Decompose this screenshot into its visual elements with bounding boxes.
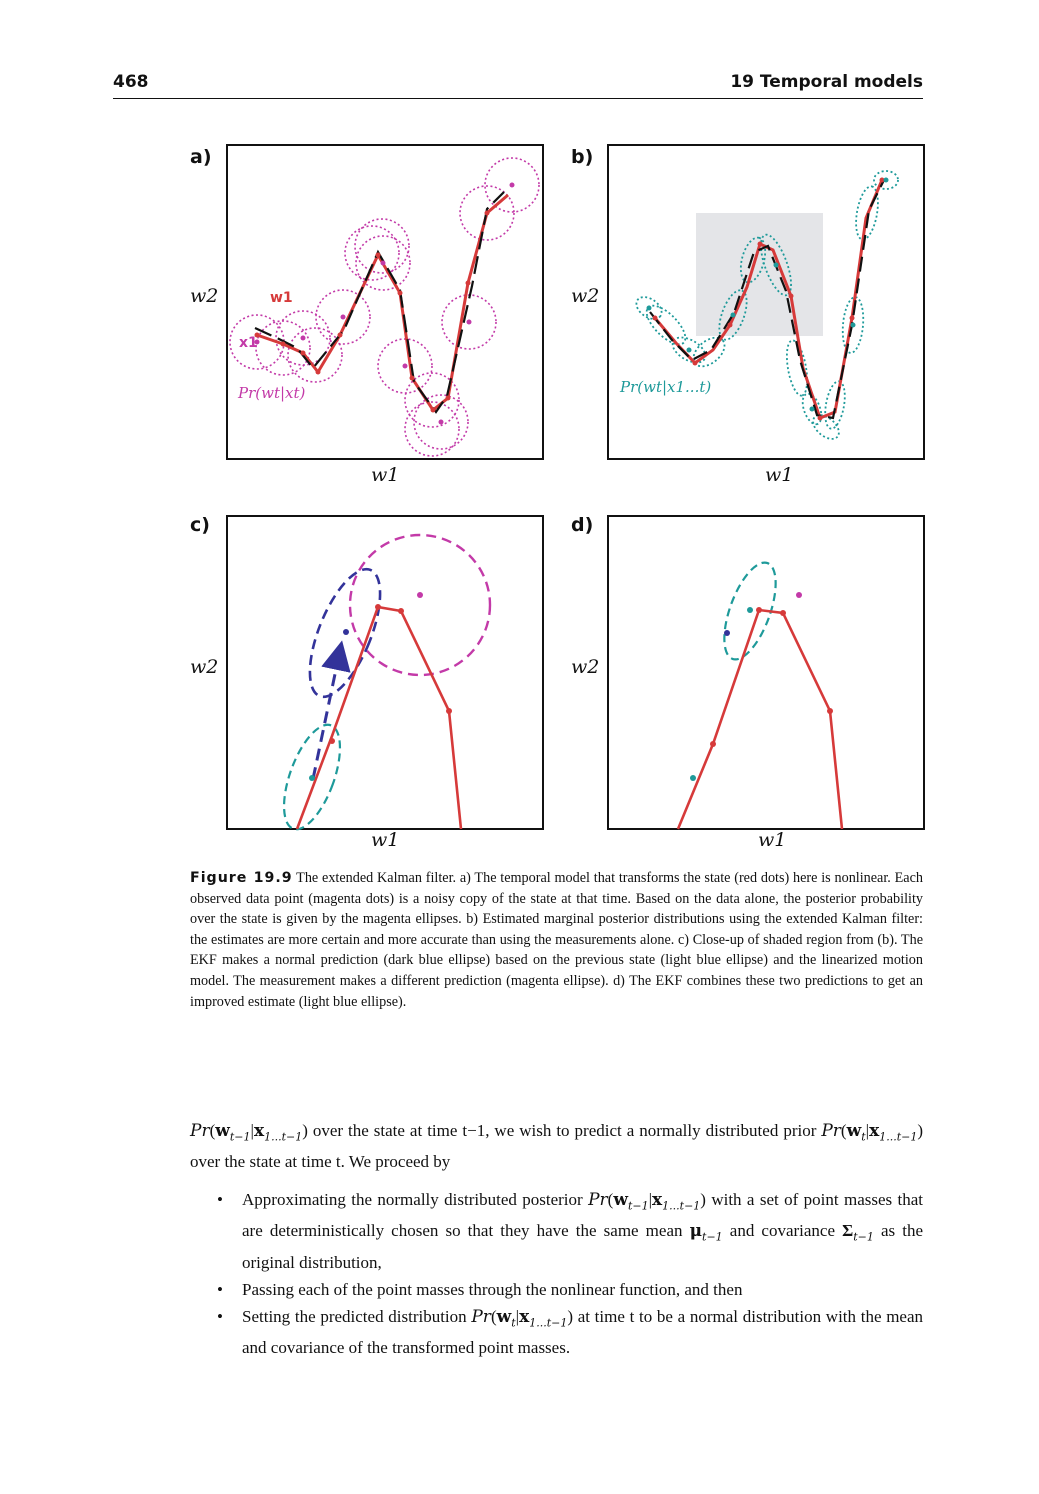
para-1b-text: prior	[783, 1121, 817, 1140]
math-w: w	[215, 1121, 230, 1141]
bullet-3b: at time t to be a normal distribution wi…	[242, 1306, 924, 1358]
panel-b-letter: b)	[571, 146, 594, 168]
caption-text: The extended Kalman filter. a) The tempo…	[190, 870, 923, 1010]
para-1c-text: over the state at time t. We proceed by	[190, 1152, 451, 1172]
para-1-text: over the state at time t−1, we wish to p…	[312, 1121, 779, 1140]
bullet-1b: with a set of point masses that are dete…	[242, 1190, 924, 1241]
panel-c-ylabel-text: w2	[190, 656, 219, 678]
panel-c-xlabel-text: w1	[371, 829, 400, 851]
annotation-w1: w1	[270, 290, 293, 306]
panel-d-xlabel: w1	[758, 829, 786, 851]
figure-caption: Figure 19.9 The extended Kalman filter. …	[190, 868, 923, 1012]
math-pr-prev-posterior: Pr	[190, 1121, 210, 1141]
running-head: 468 19 Temporal models	[113, 70, 923, 99]
panel-c-ylabel: w2	[190, 656, 218, 678]
panel-b-xlabel: w1	[765, 464, 793, 486]
panel-b-ylabel: w2	[571, 285, 599, 307]
panel-a-plot	[226, 144, 544, 460]
panel-b-plot	[607, 144, 925, 460]
panel-a-ylabel-text: w2	[190, 285, 219, 307]
caption-label: Figure 19.9	[190, 870, 293, 886]
bullet-3a: Setting the predicted distribution	[242, 1306, 467, 1326]
body-paragraph: Pr(wt−1|x1...t−1) over the state at time…	[190, 1121, 923, 1172]
chapter-title: 19 Temporal models	[730, 72, 923, 92]
list-item: Setting the predicted distribution Pr(wt…	[215, 1304, 923, 1360]
panel-c-letter: c)	[190, 514, 210, 536]
bullet-2: Passing each of the point masses through…	[242, 1279, 743, 1299]
panel-b-ylabel-text: w2	[571, 285, 600, 307]
bullet-1c: and covariance	[729, 1221, 836, 1241]
figure-19-9: a) b) c) d) w2 w1 w2 w1 w2 w1 w2 w1 w1 x…	[190, 144, 925, 851]
math-pr-prior: Pr	[821, 1121, 841, 1141]
panel-d-ylabel-text: w2	[571, 656, 600, 678]
panel-d-letter: d)	[571, 514, 594, 536]
annotation-pr-wt-xt: Pr(wt|xt)	[238, 384, 306, 402]
list-item: Passing each of the point masses through…	[215, 1277, 923, 1302]
panel-c-xlabel: w1	[371, 829, 399, 851]
panel-a-xlabel: w1	[371, 464, 399, 486]
panel-d-plot	[607, 515, 925, 830]
panel-a-letter: a)	[190, 146, 212, 168]
annotation-pr-wt-x1t: Pr(wt|x1...t)	[620, 378, 712, 396]
bullet-1d: as the original distribution,	[242, 1221, 924, 1272]
panel-c-plot	[226, 515, 544, 831]
panel-a-xlabel-text: w1	[371, 464, 400, 486]
bullet-1a: Approximating the normally distributed p…	[242, 1190, 583, 1209]
list-item: Approximating the normally distributed p…	[215, 1187, 923, 1275]
panel-d-ylabel: w2	[571, 656, 599, 678]
page-number: 468	[113, 72, 149, 92]
panel-a-ylabel: w2	[190, 285, 218, 307]
panel-b-xlabel-text: w1	[765, 464, 794, 486]
procedure-list: Approximating the normally distributed p…	[215, 1187, 923, 1362]
annotation-x1: x1	[239, 335, 258, 351]
math-x: x	[253, 1121, 265, 1141]
panel-d-xlabel-text: w1	[758, 829, 787, 851]
